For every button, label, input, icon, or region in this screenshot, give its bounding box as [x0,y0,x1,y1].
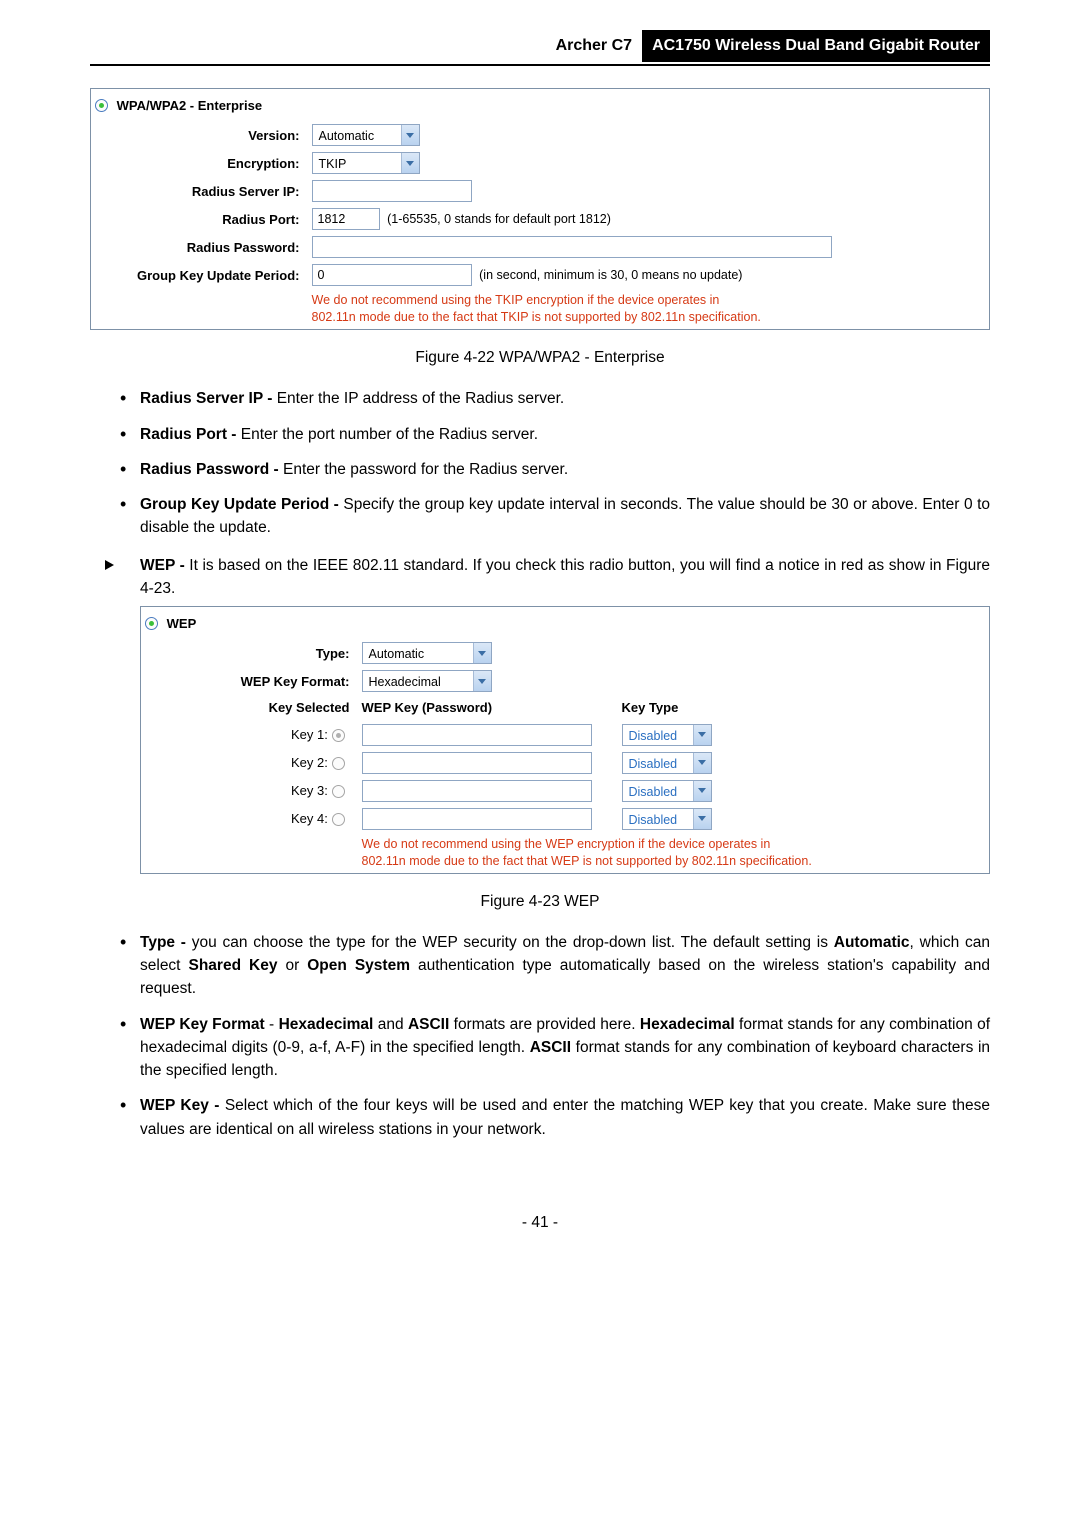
radio-icon[interactable] [332,813,345,826]
key1-input-cell [356,721,616,749]
chevron-down-icon [693,781,711,801]
radius-port-hint: (1-65535, 0 stands for default port 1812… [383,212,611,226]
bullet-item: WEP Key - Select which of the four keys … [120,1094,990,1141]
version-select[interactable]: Automatic [312,124,420,146]
key3-input-cell [356,777,616,805]
key1-type-select[interactable]: Disabled [622,724,712,746]
wep-type-cell: Automatic [356,639,990,667]
radius-port-cell: (1-65535, 0 stands for default port 1812… [306,205,990,233]
wep-title: WEP [167,616,197,631]
key1-label: Key 1: [141,721,356,749]
page-header: Archer C7 AC1750 Wireless Dual Band Giga… [90,30,990,66]
radius-port-input[interactable] [312,208,380,230]
key4-input-cell [356,805,616,833]
keytype-header: Key Type [616,695,990,721]
encryption-cell: TKIP [306,149,990,177]
key3-label: Key 3: [141,777,356,805]
key2-type-cell: Disabled [616,749,990,777]
figure-caption-wep: Figure 4-23 WEP [90,890,990,913]
bullet-item: Type - you can choose the type for the W… [120,931,990,1001]
wep-fmt-select[interactable]: Hexadecimal [362,670,492,692]
wep-intro: WEP - It is based on the IEEE 802.11 sta… [90,554,990,601]
bullet-item: Radius Port - Enter the port number of t… [120,423,990,446]
wep-type-label: Type: [141,639,356,667]
bullet-list-1: Radius Server IP - Enter the IP address … [90,387,990,539]
chevron-down-icon [401,153,419,173]
radius-pw-cell [306,233,990,261]
wpa-warning: We do not recommend using the TKIP encry… [306,289,990,329]
chevron-down-icon [401,125,419,145]
wpa-panel: WPA/WPA2 - Enterprise Version: Automatic… [90,88,990,330]
model-label: Archer C7 [550,30,642,62]
radius-pw-label: Radius Password: [91,233,306,261]
bullet-item: Radius Server IP - Enter the IP address … [120,387,990,410]
wep-warning: We do not recommend using the WEP encryp… [356,833,990,873]
wpa-title: WPA/WPA2 - Enterprise [117,98,262,113]
page-number: - 41 - [90,1211,990,1234]
radio-icon[interactable] [95,99,108,112]
figure-caption-wpa: Figure 4-22 WPA/WPA2 - Enterprise [90,346,990,369]
key2-type-select[interactable]: Disabled [622,752,712,774]
wep-panel: WEP Type: Automatic WEP Key Format: Hexa… [140,606,990,874]
radius-ip-input[interactable] [312,180,472,202]
radius-ip-label: Radius Server IP: [91,177,306,205]
wep-type-select[interactable]: Automatic [362,642,492,664]
radio-icon[interactable] [332,785,345,798]
wep-fmt-label: WEP Key Format: [141,667,356,695]
gkup-cell: (in second, minimum is 30, 0 means no up… [306,261,990,289]
version-label: Version: [91,121,306,149]
bullet-item: WEP Key Format - Hexadecimal and ASCII f… [120,1013,990,1083]
key4-label: Key 4: [141,805,356,833]
version-cell: Automatic [306,121,990,149]
radius-pw-input[interactable] [312,236,832,258]
key4-input[interactable] [362,808,592,830]
wep-fmt-cell: Hexadecimal [356,667,990,695]
radio-icon[interactable] [332,757,345,770]
key2-input[interactable] [362,752,592,774]
chevron-down-icon [693,725,711,745]
key2-input-cell [356,749,616,777]
gkup-label: Group Key Update Period: [91,261,306,289]
chevron-down-icon [473,671,491,691]
key3-type-select[interactable]: Disabled [622,780,712,802]
key3-type-cell: Disabled [616,777,990,805]
key3-input[interactable] [362,780,592,802]
keypw-header: WEP Key (Password) [356,695,616,721]
key2-label: Key 2: [141,749,356,777]
radio-icon[interactable] [145,617,158,630]
key1-input[interactable] [362,724,592,746]
radio-icon[interactable] [332,729,345,742]
encryption-label: Encryption: [91,149,306,177]
product-label: AC1750 Wireless Dual Band Gigabit Router [642,30,990,62]
chevron-down-icon [693,753,711,773]
bullet-item: Radius Password - Enter the password for… [120,458,990,481]
encryption-select[interactable]: TKIP [312,152,420,174]
radius-port-label: Radius Port: [91,205,306,233]
chevron-down-icon [473,643,491,663]
key1-type-cell: Disabled [616,721,990,749]
gkup-input[interactable] [312,264,472,286]
bullet-list-2: Type - you can choose the type for the W… [90,931,990,1141]
radius-ip-cell [306,177,990,205]
bullet-item: Group Key Update Period - Specify the gr… [120,493,990,540]
key4-type-cell: Disabled [616,805,990,833]
key4-type-select[interactable]: Disabled [622,808,712,830]
wep-title-row: WEP [141,607,990,640]
keysel-header: Key Selected [141,695,356,721]
chevron-down-icon [693,809,711,829]
gkup-hint: (in second, minimum is 30, 0 means no up… [475,268,742,282]
wpa-title-row: WPA/WPA2 - Enterprise [91,89,990,122]
